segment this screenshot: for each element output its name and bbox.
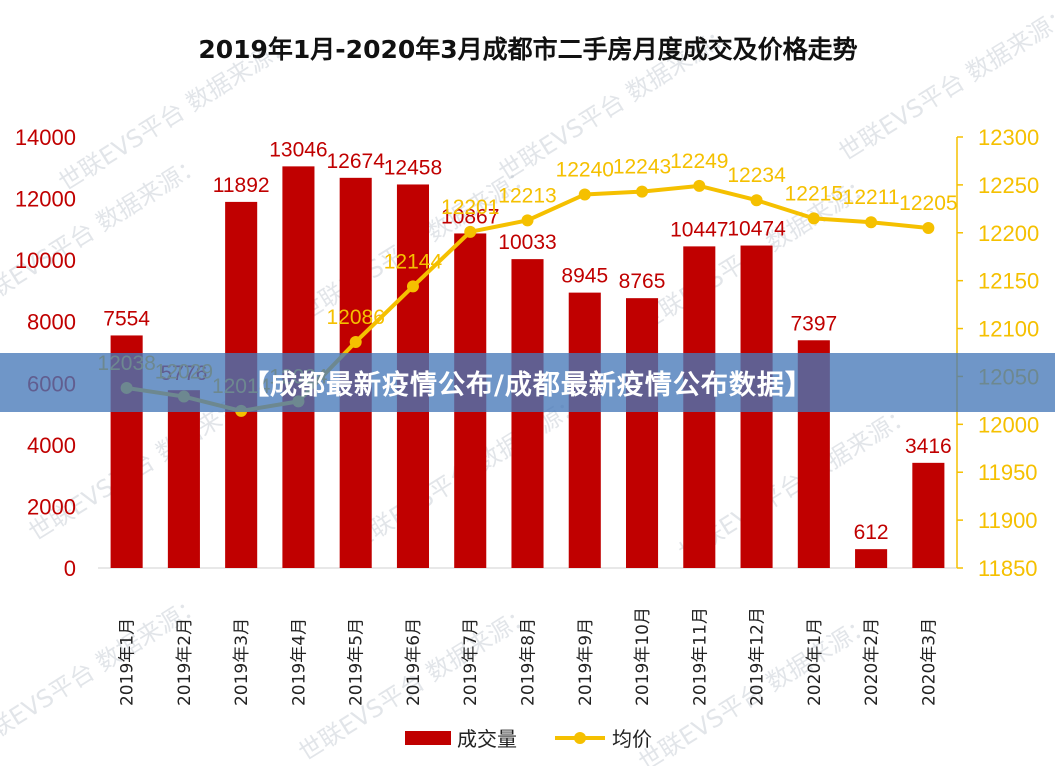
x-category-label: 2019年2月 bbox=[175, 618, 195, 706]
price-value-label: 12086 bbox=[326, 306, 384, 329]
x-axis-labels: 2019年1月 2019年2月 2019年3月 2019年4月 2019年5月 2019年… bbox=[118, 607, 940, 706]
chart-title: 2019年1月-2020年3月成都市二手房月度成交及价格走势 bbox=[198, 35, 857, 64]
y-right-tick-label: 12200 bbox=[978, 221, 1039, 246]
y-right-tick-label: 12100 bbox=[978, 317, 1039, 342]
legend-marker-line bbox=[574, 732, 586, 744]
price-point bbox=[693, 179, 706, 192]
price-point bbox=[922, 221, 935, 234]
y-right-tick-label: 12300 bbox=[978, 125, 1039, 150]
y-left-tick-label: 2000 bbox=[27, 494, 76, 519]
price-value-label: 12205 bbox=[899, 192, 957, 215]
bar bbox=[912, 462, 945, 568]
price-value-label: 12243 bbox=[613, 156, 671, 179]
bar-value-label: 12458 bbox=[384, 156, 442, 179]
legend: 成交量 均价 bbox=[405, 727, 652, 751]
bar bbox=[511, 259, 544, 568]
x-category-label: 2019年9月 bbox=[576, 618, 596, 706]
banner: 【成都最新疫情公布/成都最新疫情公布数据】 bbox=[0, 353, 1055, 412]
price-point bbox=[865, 216, 878, 229]
bar-value-label: 612 bbox=[854, 521, 889, 544]
price-point bbox=[464, 225, 477, 238]
y-left-tick-label: 0 bbox=[64, 556, 76, 581]
price-point bbox=[406, 280, 419, 293]
price-value-label: 12201 bbox=[441, 196, 499, 219]
price-point bbox=[521, 214, 534, 227]
bar-value-label: 12674 bbox=[326, 150, 385, 173]
x-category-label: 2019年8月 bbox=[519, 618, 539, 706]
bar-value-label: 11892 bbox=[213, 174, 270, 197]
bar-value-label: 10033 bbox=[498, 231, 556, 254]
price-value-label: 12144 bbox=[384, 250, 443, 273]
bar-value-label: 10474 bbox=[727, 218, 786, 241]
bar bbox=[855, 549, 888, 568]
y-right-tick-label: 12250 bbox=[978, 173, 1039, 198]
y-right-tick-label: 12000 bbox=[978, 412, 1039, 437]
bar-value-label: 7397 bbox=[790, 312, 837, 335]
price-point bbox=[578, 188, 591, 201]
x-category-label: 2019年6月 bbox=[404, 618, 424, 706]
price-value-label: 12240 bbox=[556, 158, 614, 181]
x-category-label: 2019年12月 bbox=[748, 607, 768, 706]
bar-value-label: 8765 bbox=[619, 270, 666, 293]
bar-value-label: 10867 bbox=[441, 205, 499, 228]
price-point bbox=[636, 185, 649, 198]
y-left-tick-label: 4000 bbox=[27, 433, 76, 458]
bar bbox=[167, 390, 200, 568]
price-value-label: 12211 bbox=[843, 186, 900, 209]
y-left-tick-label: 8000 bbox=[27, 310, 76, 335]
x-category-label: 2020年2月 bbox=[862, 618, 882, 706]
price-point bbox=[349, 335, 362, 348]
price-value-label: 12213 bbox=[498, 184, 556, 207]
bar-value-label: 7554 bbox=[103, 307, 150, 330]
y-right-tick-label: 11850 bbox=[978, 556, 1038, 581]
y-left-tick-label: 12000 bbox=[15, 187, 76, 212]
x-category-label: 2020年1月 bbox=[805, 618, 825, 706]
y-left-tick-label: 10000 bbox=[15, 248, 76, 273]
x-category-label: 2020年3月 bbox=[919, 618, 939, 706]
x-category-label: 2019年3月 bbox=[232, 618, 252, 706]
x-category-label: 2019年4月 bbox=[289, 618, 309, 706]
y-right-tick-label: 11950 bbox=[978, 460, 1038, 485]
bar bbox=[625, 298, 659, 568]
price-value-label: 12234 bbox=[727, 164, 786, 187]
y-right-tick-label: 12150 bbox=[978, 269, 1039, 294]
y-right-tick-label: 11900 bbox=[978, 508, 1038, 533]
x-category-label: 2019年7月 bbox=[461, 618, 481, 706]
price-value-label: 12249 bbox=[670, 150, 728, 173]
price-value-label: 12215 bbox=[785, 182, 843, 205]
watermark-text: 世联EVS平台 数据来源： bbox=[0, 150, 208, 317]
legend-label-line: 均价 bbox=[612, 727, 652, 751]
x-category-label: 2019年11月 bbox=[690, 607, 710, 706]
bar-value-label: 3416 bbox=[905, 435, 952, 458]
price-point bbox=[807, 212, 820, 225]
x-category-label: 2019年5月 bbox=[347, 618, 367, 706]
bar-value-label: 13046 bbox=[269, 138, 327, 161]
bar bbox=[568, 292, 601, 568]
legend-swatch-bar bbox=[405, 731, 451, 745]
legend-label-bar: 成交量 bbox=[457, 727, 517, 751]
price-point bbox=[750, 194, 763, 207]
y-left-tick-label: 14000 bbox=[15, 125, 76, 150]
x-category-label: 2019年1月 bbox=[118, 618, 138, 706]
x-category-label: 2019年10月 bbox=[633, 607, 653, 706]
bar-value-label: 8945 bbox=[561, 265, 608, 288]
bar-value-label: 10447 bbox=[670, 218, 728, 241]
